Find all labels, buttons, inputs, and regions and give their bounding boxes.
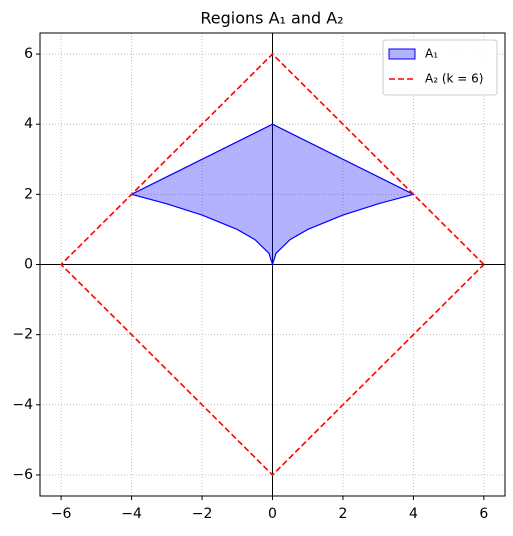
y-tick-label: −2 — [12, 327, 33, 343]
x-tick-label: 2 — [338, 506, 347, 522]
y-tick-label: 0 — [24, 257, 33, 273]
y-tick-label: 4 — [24, 116, 33, 132]
region-area — [129, 123, 416, 267]
x-tick-label: −2 — [192, 506, 213, 522]
x-tick-label: 0 — [268, 506, 277, 522]
y-tick-label: −4 — [12, 397, 33, 413]
legend-label: A₂ (k = 6) — [425, 72, 483, 86]
x-tick-label: −6 — [51, 506, 72, 522]
chart-title: Regions A₁ and A₂ — [200, 9, 343, 28]
plot-frame — [39, 32, 506, 497]
boundary-line — [60, 52, 485, 477]
legend-label: A₁ — [425, 47, 438, 61]
x-tick-label: −4 — [121, 506, 142, 522]
x-tick-label: 4 — [409, 506, 418, 522]
y-tick-label: 2 — [24, 186, 33, 202]
legend-box — [382, 39, 498, 96]
y-tick-label: −6 — [12, 467, 33, 483]
y-tick-label: 6 — [24, 46, 33, 62]
x-tick-label: 6 — [479, 506, 488, 522]
legend-swatch — [388, 48, 416, 60]
